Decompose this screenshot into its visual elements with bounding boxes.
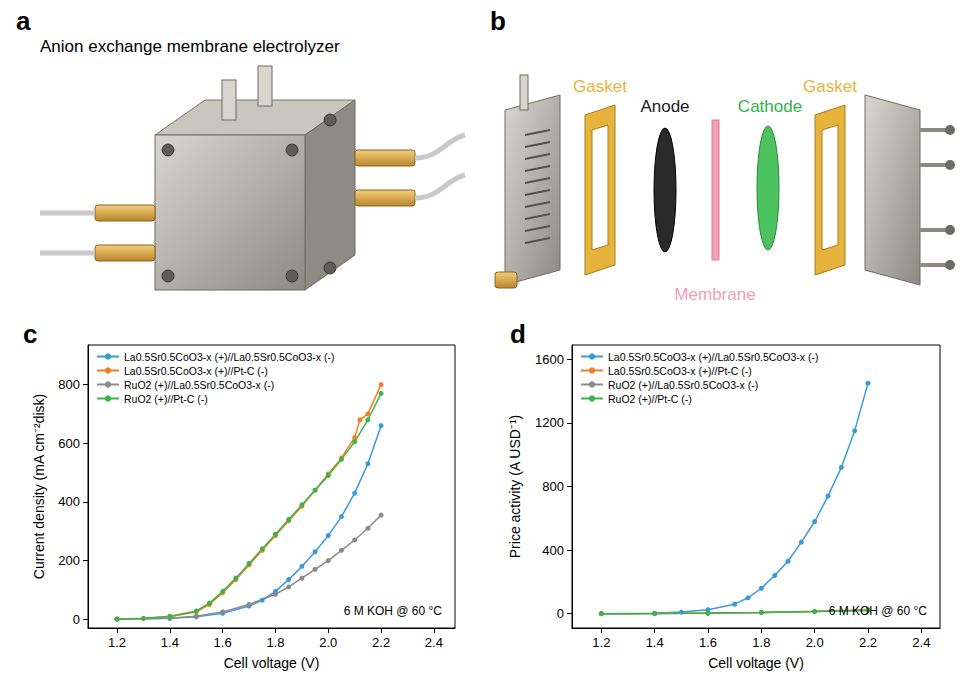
svg-text:b: b [490, 6, 506, 36]
svg-text:RuO2 (+)//Pt-C (-): RuO2 (+)//Pt-C (-) [608, 393, 692, 405]
svg-text:La0.5Sr0.5CoO3-x (+)//La0.5Sr0: La0.5Sr0.5CoO3-x (+)//La0.5Sr0.5CoO3-x (… [124, 351, 334, 363]
svg-text:Gasket: Gasket [573, 77, 627, 96]
svg-text:c: c [23, 319, 37, 349]
svg-text:La0.5Sr0.5CoO3-x (+)//La0.5Sr0: La0.5Sr0.5CoO3-x (+)//La0.5Sr0.5CoO3-x (… [608, 351, 818, 363]
svg-text:800: 800 [542, 479, 564, 494]
svg-text:Gasket: Gasket [803, 77, 857, 96]
svg-text:0: 0 [73, 612, 80, 627]
svg-text:2.0: 2.0 [319, 635, 337, 650]
svg-text:1200: 1200 [535, 415, 564, 430]
svg-text:1.4: 1.4 [161, 635, 179, 650]
svg-text:1600: 1600 [535, 352, 564, 367]
svg-text:2.4: 2.4 [912, 635, 930, 650]
svg-text:1.6: 1.6 [699, 635, 717, 650]
svg-text:2.4: 2.4 [425, 635, 443, 650]
svg-text:1.8: 1.8 [752, 635, 770, 650]
svg-text:Current density (mA cm⁻²disk): Current density (mA cm⁻²disk) [31, 394, 47, 579]
svg-text:600: 600 [58, 436, 80, 451]
svg-text:1.6: 1.6 [214, 635, 232, 650]
svg-text:RuO2 (+)//La0.5Sr0.5CoO3-x (-): RuO2 (+)//La0.5Sr0.5CoO3-x (-) [124, 379, 274, 391]
svg-text:Membrane: Membrane [674, 285, 755, 304]
svg-text:1.8: 1.8 [266, 635, 284, 650]
svg-text:La0.5Sr0.5CoO3-x (+)//Pt-C (-): La0.5Sr0.5CoO3-x (+)//Pt-C (-) [608, 365, 752, 377]
svg-text:2.2: 2.2 [372, 635, 390, 650]
svg-text:2.0: 2.0 [806, 635, 824, 650]
svg-text:Anion exchange membrane electr: Anion exchange membrane electrolyzer [40, 37, 340, 56]
svg-text:a: a [16, 6, 31, 36]
svg-text:6 M KOH @ 60 °C: 6 M KOH @ 60 °C [344, 604, 443, 618]
svg-text:200: 200 [58, 553, 80, 568]
svg-text:La0.5Sr0.5CoO3-x (+)//Pt-C (-): La0.5Sr0.5CoO3-x (+)//Pt-C (-) [124, 365, 268, 377]
svg-text:1.4: 1.4 [646, 635, 664, 650]
svg-text:Price activity (A USD⁻¹): Price activity (A USD⁻¹) [507, 415, 523, 558]
svg-text:Cell voltage (V): Cell voltage (V) [224, 655, 320, 671]
svg-text:Anode: Anode [640, 97, 689, 116]
svg-text:d: d [510, 319, 526, 349]
svg-text:6 M KOH @ 60 °C: 6 M KOH @ 60 °C [829, 604, 928, 618]
svg-text:RuO2 (+)//La0.5Sr0.5CoO3-x (-): RuO2 (+)//La0.5Sr0.5CoO3-x (-) [608, 379, 758, 391]
svg-text:1.2: 1.2 [592, 635, 610, 650]
svg-text:Cell voltage (V): Cell voltage (V) [708, 655, 804, 671]
svg-text:RuO2 (+)//Pt-C (-): RuO2 (+)//Pt-C (-) [124, 393, 208, 405]
svg-text:800: 800 [58, 377, 80, 392]
svg-text:0: 0 [557, 606, 564, 621]
svg-text:400: 400 [58, 494, 80, 509]
svg-text:400: 400 [542, 543, 564, 558]
svg-text:2.2: 2.2 [859, 635, 877, 650]
svg-text:1.2: 1.2 [108, 635, 126, 650]
svg-text:Cathode: Cathode [738, 97, 802, 116]
